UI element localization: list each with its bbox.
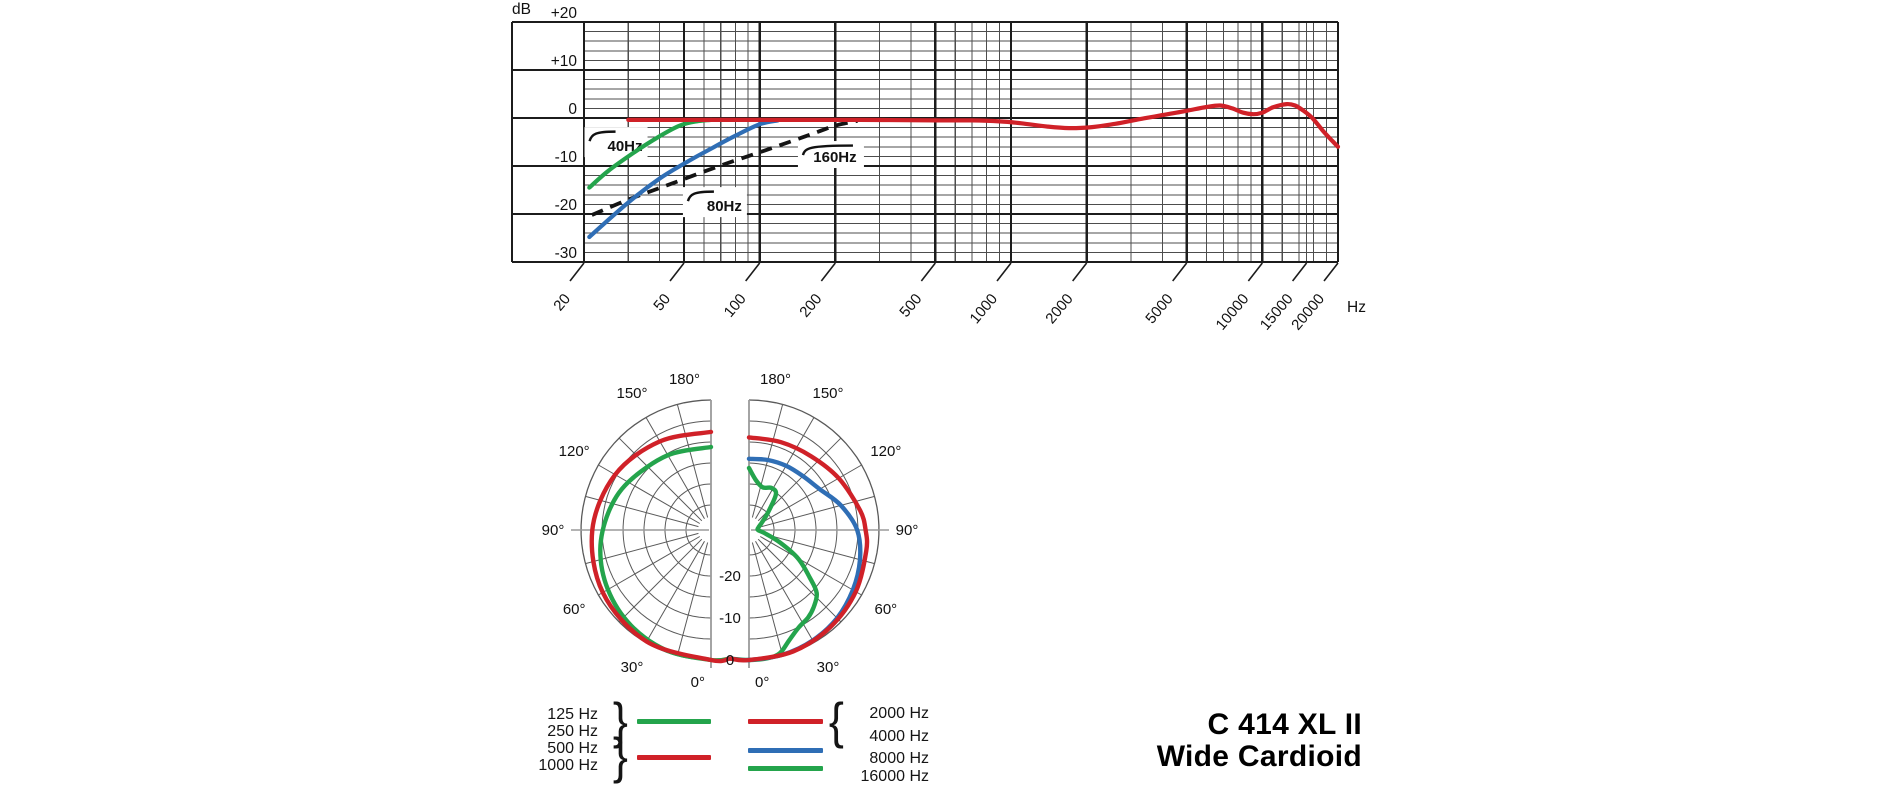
- legend-label-16000hz: 16000 Hz: [860, 768, 930, 785]
- polar-angle-label: 30°: [621, 659, 644, 676]
- x-tick-mark: [820, 262, 836, 282]
- highpass-filter-icon: [686, 190, 714, 202]
- x-tick-label: 15000: [1257, 291, 1297, 334]
- polar-angle-label: 90°: [896, 522, 919, 539]
- y-tick-label: -20: [555, 197, 578, 214]
- x-tick-mark: [745, 262, 761, 282]
- bass-cut-annotation: 40Hz: [584, 127, 648, 158]
- polar-radial: [585, 532, 699, 565]
- polar-radial: [760, 536, 862, 596]
- bass-cut-annotation: 160Hz: [797, 141, 864, 169]
- polar-db-label: -20: [719, 568, 741, 585]
- polar-radial: [760, 464, 862, 524]
- x-tick-label: 200: [796, 291, 825, 321]
- polar-angle-label-0: 0°: [691, 674, 705, 691]
- x-tick-label: 50: [650, 291, 674, 315]
- x-tick-mark: [996, 262, 1012, 282]
- x-tick-mark: [669, 262, 685, 282]
- highpass-filter-icon: [588, 130, 616, 142]
- bass-cut-annotation: 80Hz: [682, 187, 747, 218]
- product-title: C 414 XL II Wide Cardioid: [1157, 709, 1362, 773]
- polar-db-label: 0: [726, 652, 734, 669]
- curve-wide-cardioid-response: [626, 101, 1341, 149]
- db-axis-unit-label: dB: [512, 1, 531, 18]
- x-tick-label: 20000: [1288, 291, 1328, 334]
- polar-curve-2000-4000hz: [728, 435, 870, 663]
- y-tick-label: 0: [568, 101, 577, 118]
- polar-angle-label: 60°: [563, 601, 586, 618]
- legend-swatch-red-mid: [637, 755, 711, 760]
- x-tick-mark: [1072, 262, 1088, 282]
- polar-angle-label: 120°: [559, 443, 590, 460]
- polar-radial: [755, 417, 815, 519]
- x-tick-mark: [1247, 262, 1263, 282]
- polar-angle-label: 120°: [870, 443, 901, 460]
- polar-db-label: -10: [719, 610, 741, 627]
- x-tick-label: 2000: [1042, 291, 1076, 327]
- legend-brace-right: {: [828, 693, 844, 749]
- x-tick-label: 5000: [1142, 291, 1176, 327]
- annotation-box: [682, 187, 747, 218]
- legend-label-1000hz: 1000 Hz: [538, 757, 598, 774]
- x-tick-mark: [920, 262, 936, 282]
- legend-label-4000hz: 4000 Hz: [869, 728, 929, 745]
- x-tick-label: 1000: [967, 291, 1001, 327]
- polar-radial: [676, 404, 709, 518]
- legend-label-250hz: 250 Hz: [547, 723, 598, 740]
- y-tick-label: -30: [555, 245, 578, 262]
- x-tick-label: 20: [550, 291, 574, 315]
- polar-radial: [598, 536, 700, 596]
- legend-brace-left-mid: }: [612, 728, 628, 784]
- legend-swatch-red-high: [748, 719, 823, 724]
- polar-radial: [618, 437, 703, 522]
- y-tick-label: -10: [555, 149, 578, 166]
- curve-bass-cut-80hz: [587, 118, 780, 240]
- x-tick-mark: [1323, 262, 1339, 282]
- polar-angle-label-180: 180°: [669, 371, 700, 388]
- polar-angle-label-180: 180°: [760, 371, 791, 388]
- legend-swatch-green-high: [748, 766, 823, 771]
- y-tick-label: +10: [551, 53, 578, 70]
- polar-angle-label-0: 0°: [755, 674, 769, 691]
- x-tick-label: 100: [721, 291, 750, 321]
- polar-curve-16000hz: [728, 465, 820, 663]
- product-title-pattern: Wide Cardioid: [1156, 740, 1362, 773]
- polar-angle-label: 60°: [874, 601, 897, 618]
- polar-radial: [645, 541, 705, 643]
- legend-label-2000hz: 2000 Hz: [869, 705, 929, 722]
- polar-radial: [645, 417, 705, 519]
- polar-curve-500-1000hz: [589, 429, 732, 664]
- polar-angle-label: 90°: [542, 522, 565, 539]
- x-tick-label: 10000: [1213, 291, 1253, 334]
- legend-swatch-green-low: [637, 719, 711, 724]
- bass-cut-label: 160Hz: [813, 149, 856, 166]
- highpass-filter-icon: [801, 144, 853, 156]
- y-tick-label: +20: [551, 5, 578, 22]
- polar-radial: [755, 541, 815, 643]
- legend-label-125hz: 125 Hz: [547, 706, 598, 723]
- polar-radial: [618, 538, 703, 623]
- x-tick-label: 500: [896, 291, 925, 321]
- legend-label-500hz: 500 Hz: [547, 740, 598, 757]
- polar-angle-label: 150°: [616, 385, 647, 402]
- polar-radial: [585, 495, 699, 528]
- polar-radial: [761, 532, 875, 565]
- polar-radial: [676, 542, 709, 656]
- legend-label-8000hz: 8000 Hz: [869, 750, 929, 767]
- legend-swatch-blue-high: [748, 748, 823, 753]
- x-tick-mark: [569, 262, 585, 282]
- polar-angle-label: 150°: [812, 385, 843, 402]
- legend-brace-left-low: }: [612, 693, 628, 749]
- x-tick-mark: [1291, 262, 1308, 282]
- x-tick-mark: [1172, 262, 1188, 282]
- hz-axis-unit-label: Hz: [1347, 299, 1366, 316]
- product-title-model: C 414 XL II: [1207, 708, 1362, 741]
- bass-cut-label: 80Hz: [707, 198, 742, 215]
- polar-radial: [751, 542, 784, 656]
- polar-angle-label: 30°: [817, 659, 840, 676]
- polar-radial: [757, 538, 842, 623]
